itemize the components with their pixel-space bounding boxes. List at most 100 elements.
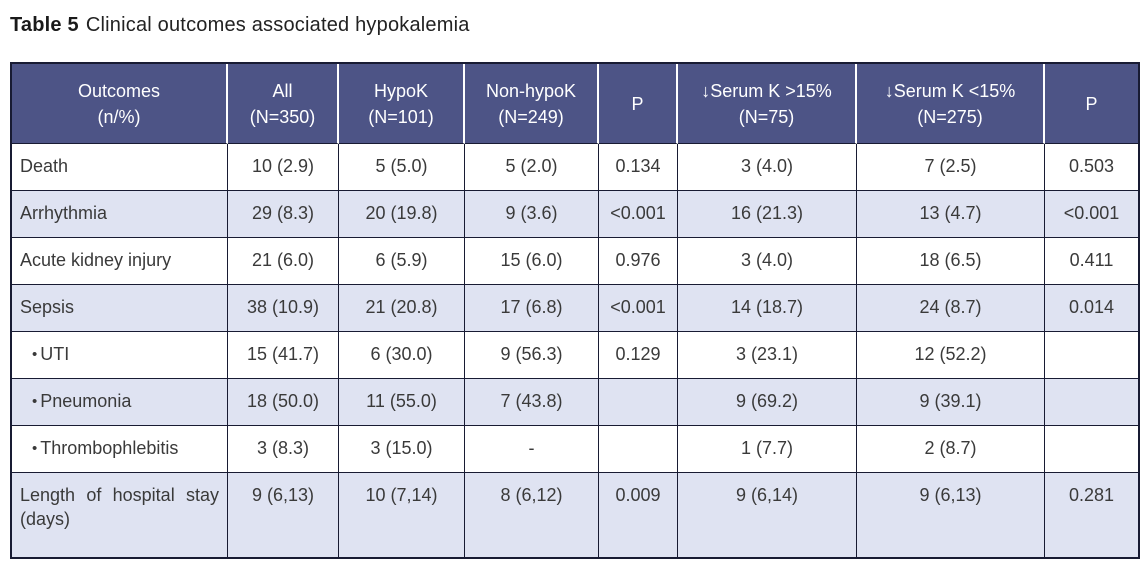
column-header-line1: HypoK (373, 80, 429, 101)
column-header-line2: (N=101) (368, 106, 434, 127)
value-cell: <0.001 (599, 285, 678, 332)
value-cell: 5 (2.0) (465, 144, 599, 191)
table-caption-text: Clinical outcomes associated hypokalemia (85, 14, 470, 36)
outcome-cell: • Pneumonia (12, 379, 228, 426)
outcome-cell: Sepsis (12, 285, 228, 332)
table-row: • Pneumonia 18 (50.0) 11 (55.0) 7 (43.8) 9 (6… (12, 379, 1138, 426)
outcome-cell: Acute kidney injury (12, 238, 228, 285)
value-cell: 10 (7,14) (339, 473, 465, 557)
bullet-icon: • (32, 393, 38, 410)
value-cell: 3 (4.0) (678, 238, 857, 285)
value-cell: 0.129 (599, 332, 678, 379)
column-header-line2: (N=249) (498, 106, 564, 127)
column-header: P (1045, 64, 1138, 144)
column-header-line1: ↓Serum K <15% (884, 80, 1016, 101)
value-cell: 6 (30.0) (339, 332, 465, 379)
table-row: • Thrombophlebitis 3 (8.3) 3 (15.0) -1 (7.7)… (12, 426, 1138, 473)
value-cell: 9 (39.1) (857, 379, 1045, 426)
value-cell: 0.503 (1045, 144, 1138, 191)
value-cell (599, 379, 678, 426)
clinical-outcomes-table: Outcomes (n/%) All (N=350) HypoK (N=101) Non-h… (10, 62, 1140, 559)
value-cell: 0.976 (599, 238, 678, 285)
value-cell: 7 (43.8) (465, 379, 599, 426)
value-cell: 17 (6.8) (465, 285, 599, 332)
value-cell: 18 (50.0) (228, 379, 339, 426)
value-cell: 1 (7.7) (678, 426, 857, 473)
value-cell: 3 (23.1) (678, 332, 857, 379)
value-cell: 21 (20.8) (339, 285, 465, 332)
outcome-label: Thrombophlebitis (40, 438, 179, 458)
column-header-line1: ↓Serum K >15% (701, 80, 832, 101)
outcome-label: Pneumonia (40, 391, 132, 411)
value-cell: 38 (10.9) (228, 285, 339, 332)
value-cell: 20 (19.8) (339, 191, 465, 238)
outcome-label: Sepsis (20, 297, 75, 317)
value-cell: 9 (56.3) (465, 332, 599, 379)
value-cell: 3 (15.0) (339, 426, 465, 473)
column-header: ↓Serum K <15% (N=275) (857, 64, 1045, 144)
value-cell: <0.001 (1045, 191, 1138, 238)
bullet-icon: • (32, 346, 38, 363)
outcome-label: Acute kidney injury (20, 250, 172, 270)
value-cell: 7 (2.5) (857, 144, 1045, 191)
bullet-icon: • (32, 440, 38, 457)
value-cell: 9 (6,13) (857, 473, 1045, 557)
column-header-line1: All (272, 80, 293, 101)
value-cell: 15 (41.7) (228, 332, 339, 379)
value-cell: 15 (6.0) (465, 238, 599, 285)
value-cell: 2 (8.7) (857, 426, 1045, 473)
column-header: Outcomes (n/%) (12, 64, 228, 144)
column-header-line1: Outcomes (77, 80, 161, 101)
value-cell: - (465, 426, 599, 473)
value-cell: 8 (6,12) (465, 473, 599, 557)
table-caption-label: Table 5 (10, 14, 79, 36)
value-cell: 0.009 (599, 473, 678, 557)
outcome-cell: Length of hospital stay (days) (12, 473, 228, 557)
table-row: Death 10 (2.9) 5 (5.0) 5 (2.0) 0.134 3 (4.0) 7… (12, 144, 1138, 191)
table-row: Arrhythmia 29 (8.3) 20 (19.8) 9 (3.6) <0.001… (12, 191, 1138, 238)
value-cell (1045, 379, 1138, 426)
value-cell: 0.411 (1045, 238, 1138, 285)
value-cell (1045, 426, 1138, 473)
column-header: Non-hypoK (N=249) (465, 64, 599, 144)
value-cell: 0.014 (1045, 285, 1138, 332)
table-row: Length of hospital stay (days) 9 (6,13) 10… (12, 473, 1138, 557)
column-header: ↓Serum K >15% (N=75) (678, 64, 857, 144)
table-row: Acute kidney injury 21 (6.0) 6 (5.9) 15 (6.… (12, 238, 1138, 285)
column-header-line1: Non-hypoK (485, 80, 577, 101)
value-cell: 9 (6,14) (678, 473, 857, 557)
column-header: HypoK (N=101) (339, 64, 465, 144)
value-cell: 6 (5.9) (339, 238, 465, 285)
value-cell (599, 426, 678, 473)
value-cell: 12 (52.2) (857, 332, 1045, 379)
value-cell: 9 (3.6) (465, 191, 599, 238)
value-cell: 5 (5.0) (339, 144, 465, 191)
outcome-cell: • Thrombophlebitis (12, 426, 228, 473)
column-header-line1: P (631, 93, 644, 114)
value-cell: 21 (6.0) (228, 238, 339, 285)
value-cell: 29 (8.3) (228, 191, 339, 238)
value-cell: 10 (2.9) (228, 144, 339, 191)
table-row: Sepsis 38 (10.9) 21 (20.8) 17 (6.8) <0.001 14… (12, 285, 1138, 332)
outcome-cell: Arrhythmia (12, 191, 228, 238)
outcome-cell: Death (12, 144, 228, 191)
value-cell: 13 (4.7) (857, 191, 1045, 238)
value-cell (1045, 332, 1138, 379)
table-body: Death 10 (2.9) 5 (5.0) 5 (2.0) 0.134 3 (4.0) 7… (12, 144, 1138, 557)
value-cell: 3 (4.0) (678, 144, 857, 191)
value-cell: <0.001 (599, 191, 678, 238)
column-header-line2: (N=75) (738, 106, 795, 127)
column-header: All (N=350) (228, 64, 339, 144)
column-header: P (599, 64, 678, 144)
value-cell: 24 (8.7) (857, 285, 1045, 332)
value-cell: 9 (6,13) (228, 473, 339, 557)
column-header-line1: P (1085, 93, 1098, 114)
header-row: Outcomes (n/%) All (N=350) HypoK (N=101) Non-h… (12, 64, 1138, 144)
value-cell: 11 (55.0) (339, 379, 465, 426)
outcome-label: Death (20, 156, 69, 176)
outcome-label: Length of hospital stay (days) (20, 485, 219, 529)
value-cell: 16 (21.3) (678, 191, 857, 238)
outcome-label: UTI (40, 344, 70, 364)
column-header-line2: (N=275) (917, 106, 983, 127)
